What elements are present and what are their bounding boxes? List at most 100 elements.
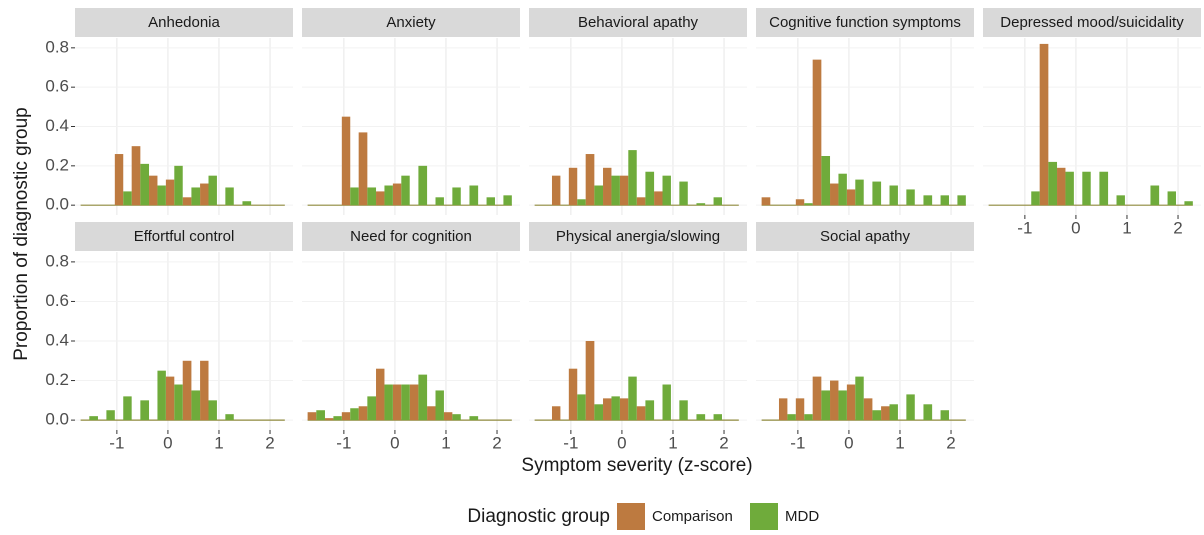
bar (568, 167, 578, 206)
bar (1116, 195, 1125, 206)
x-tick-label: -1 (336, 433, 351, 452)
bar (551, 406, 561, 421)
y-tick-label: 0.6 (45, 77, 69, 96)
bar (830, 183, 839, 206)
bar (645, 171, 655, 206)
bar (872, 181, 882, 206)
y-tick-label: 0.8 (45, 251, 69, 270)
bar (662, 384, 671, 421)
bar (435, 390, 444, 421)
bar (316, 410, 325, 421)
y-tick-label: 0.0 (45, 195, 69, 214)
bar (846, 189, 856, 206)
bar (182, 197, 192, 206)
bar (341, 116, 351, 206)
legend-label: Comparison (652, 508, 733, 525)
bar (140, 400, 150, 421)
strip (75, 222, 293, 251)
bar (761, 197, 771, 206)
y-tick-label: 0.2 (45, 155, 69, 174)
x-axis-label: Symptom severity (z-score) (521, 455, 752, 476)
bar (1150, 185, 1160, 206)
bar (577, 199, 586, 206)
bar (350, 187, 359, 206)
bar (452, 187, 461, 206)
bar (392, 384, 402, 421)
bar (392, 183, 402, 206)
x-tick-label: 0 (1071, 218, 1080, 237)
bar (418, 165, 428, 206)
bar (821, 390, 831, 421)
bar (713, 414, 722, 421)
bar (409, 384, 419, 421)
bar (1031, 191, 1040, 206)
bar (208, 175, 217, 206)
x-tick-label: 1 (214, 433, 223, 452)
strip (302, 222, 520, 251)
facet-title: Anxiety (386, 14, 436, 31)
facet-title: Behavioral apathy (578, 14, 699, 31)
bar (1167, 191, 1176, 206)
strip (756, 222, 974, 251)
bar (812, 59, 822, 206)
facet-title: Depressed mood/suicidality (1000, 14, 1184, 31)
x-tick-label: 2 (1173, 218, 1182, 237)
x-tick-label: -1 (790, 433, 805, 452)
bar (418, 374, 428, 421)
bar (140, 163, 150, 206)
bar (846, 384, 856, 421)
bar (795, 398, 805, 421)
bar (585, 341, 595, 421)
bar (367, 396, 377, 421)
bar (611, 175, 620, 206)
facet-title: Anhedonia (148, 14, 220, 31)
x-tick-label: 0 (163, 433, 172, 452)
bar (551, 175, 561, 206)
bar (889, 404, 898, 421)
bar (585, 154, 595, 206)
bar (603, 167, 612, 206)
y-tick-label: 0.4 (45, 116, 69, 135)
bar (855, 376, 864, 421)
bar (881, 406, 890, 421)
facet-title: Cognitive function symptoms (769, 14, 961, 31)
bar (350, 408, 359, 421)
bar (191, 187, 201, 206)
bar (341, 412, 351, 421)
bar (200, 360, 209, 421)
strip (529, 222, 747, 251)
bar (182, 360, 192, 421)
bar (191, 390, 201, 421)
x-tick-label: 1 (1122, 218, 1131, 237)
bar (1082, 171, 1091, 206)
legend-swatch (750, 503, 778, 530)
bar (200, 183, 209, 206)
x-tick-label: 0 (617, 433, 626, 452)
bar (165, 376, 175, 421)
bar (619, 175, 629, 206)
bar (242, 201, 252, 206)
x-tick-label: -1 (1017, 218, 1032, 237)
x-tick-label: 2 (492, 433, 501, 452)
bar (654, 191, 663, 206)
strip (529, 8, 747, 37)
bar (1048, 161, 1058, 206)
y-tick-label: 0.4 (45, 330, 69, 349)
bar (208, 400, 217, 421)
bar (923, 404, 933, 421)
strip (983, 8, 1201, 37)
bar (89, 416, 98, 421)
bar (106, 410, 115, 421)
facet-title: Need for cognition (350, 228, 472, 245)
bar (889, 185, 898, 206)
bar (795, 199, 805, 206)
bar (713, 197, 722, 206)
bar (1039, 43, 1049, 206)
bar (906, 189, 915, 206)
bar (376, 368, 385, 421)
bar (165, 179, 175, 206)
bar (443, 412, 453, 421)
y-tick-label: 0.2 (45, 370, 69, 389)
bar (940, 195, 949, 206)
